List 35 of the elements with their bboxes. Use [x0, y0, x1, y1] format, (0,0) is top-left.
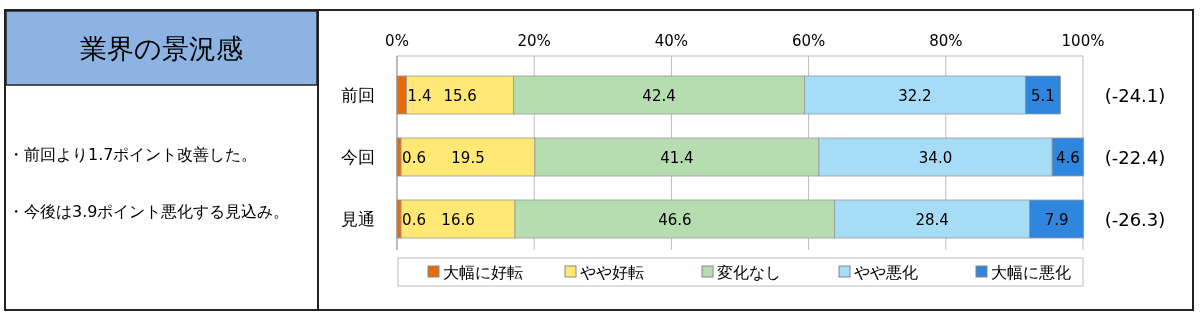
x-tick-label: 80% [929, 32, 963, 50]
text: ・前回より1.7ポイント改善した。 [8, 145, 258, 164]
data-label: 28.4 [915, 211, 949, 229]
data-label: 0.6 [402, 211, 426, 229]
y-tick-label: 前回 [341, 85, 375, 105]
data-label: 34.0 [918, 149, 953, 167]
y-tick-label: 見通 [341, 209, 375, 229]
text: (-26.3) [1104, 209, 1166, 230]
data-label: 41.4 [660, 149, 694, 167]
data-label: 16.6 [441, 211, 475, 229]
data-label: 5.1 [1030, 87, 1055, 105]
legend-label: 変化なし [717, 263, 781, 282]
x-tick-label: 20% [517, 32, 551, 50]
legend-label: やや好転 [580, 263, 644, 282]
data-label: 46.6 [658, 211, 692, 229]
x-tick-label: 0% [385, 32, 409, 50]
data-label: 4.6 [1055, 149, 1080, 167]
data-label: 7.9 [1044, 211, 1069, 229]
data-label: 19.5 [451, 149, 485, 167]
legend-label: 大幅に好転 [443, 263, 523, 282]
x-tick-label: 40% [654, 32, 689, 50]
text: ・今後は3.9ポイント悪化する見込み。 [8, 202, 290, 221]
legend-label: 大幅に悪化 [991, 263, 1071, 282]
text: 業界の景況感 [79, 33, 243, 64]
legend-label: やや悪化 [854, 263, 918, 282]
x-tick-label: 100% [1061, 32, 1105, 50]
text: (-22.4) [1104, 147, 1166, 168]
data-label: 0.6 [402, 149, 426, 167]
data-label: 1.4 [407, 87, 432, 105]
data-label: 42.4 [642, 87, 676, 105]
text: (-24.1) [1104, 85, 1166, 106]
data-label: 32.2 [898, 87, 932, 105]
y-tick-label: 今回 [341, 147, 375, 167]
x-tick-label: 60% [791, 32, 826, 50]
data-label: 15.6 [443, 87, 477, 105]
